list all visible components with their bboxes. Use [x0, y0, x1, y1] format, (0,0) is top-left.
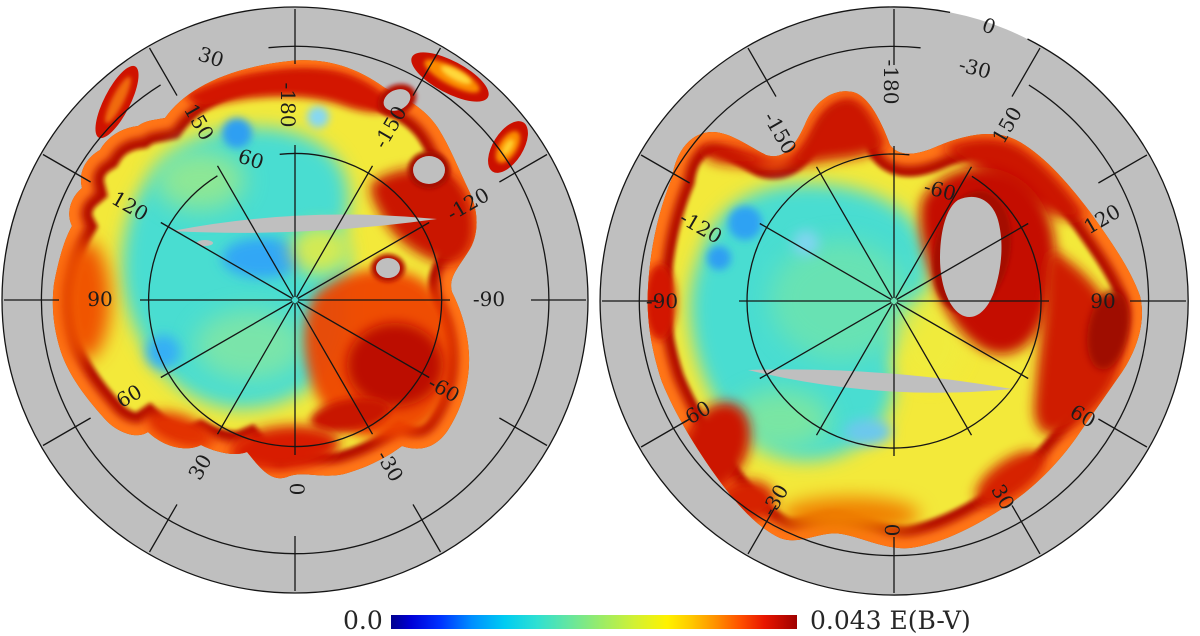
colorbar-max-value: 0.043	[810, 606, 882, 635]
left-detached-blobs	[95, 52, 528, 173]
colorbar-min-label: 0.0	[343, 606, 383, 635]
right-radial-lines	[602, 9, 1186, 593]
right-mask-sliver	[748, 369, 1012, 393]
left-lon-label-0: 0	[285, 482, 309, 496]
right-hemisphere-map	[599, 6, 1189, 596]
left-mask-sliver	[172, 214, 437, 233]
right-latitude-circle-30	[638, 45, 1150, 557]
left-data-region	[52, 60, 477, 479]
left-mask-features	[172, 83, 450, 282]
colorbar-units: E(B-V)	[889, 606, 971, 635]
colorbar-gradient	[391, 615, 797, 629]
right-data-region	[647, 91, 1142, 549]
right-grid	[599, 6, 1189, 596]
left-latitude-circle-60	[147, 152, 443, 448]
left-lon-label-90: 90	[87, 287, 113, 311]
left-hemisphere-map	[1, 6, 589, 594]
left-rim-circle	[1, 6, 589, 594]
right-lon-label--90: -90	[645, 289, 679, 313]
left-lon-label--180: -180	[276, 82, 300, 128]
right-lon-label--180: -180	[879, 59, 903, 105]
right-rim-circle	[599, 6, 1189, 596]
right-lon-label-90: 90	[1090, 289, 1116, 313]
right-latitude-circle-60	[746, 153, 1042, 449]
left-latitude-circle-30	[40, 45, 550, 555]
colorbar-max-label: 0.043 E(B-V)	[810, 608, 971, 633]
left-radial-lines	[4, 9, 586, 591]
right-lon-label-0: 0	[880, 523, 904, 537]
left-lon-label--90: -90	[472, 287, 506, 311]
left-grid	[1, 6, 589, 594]
